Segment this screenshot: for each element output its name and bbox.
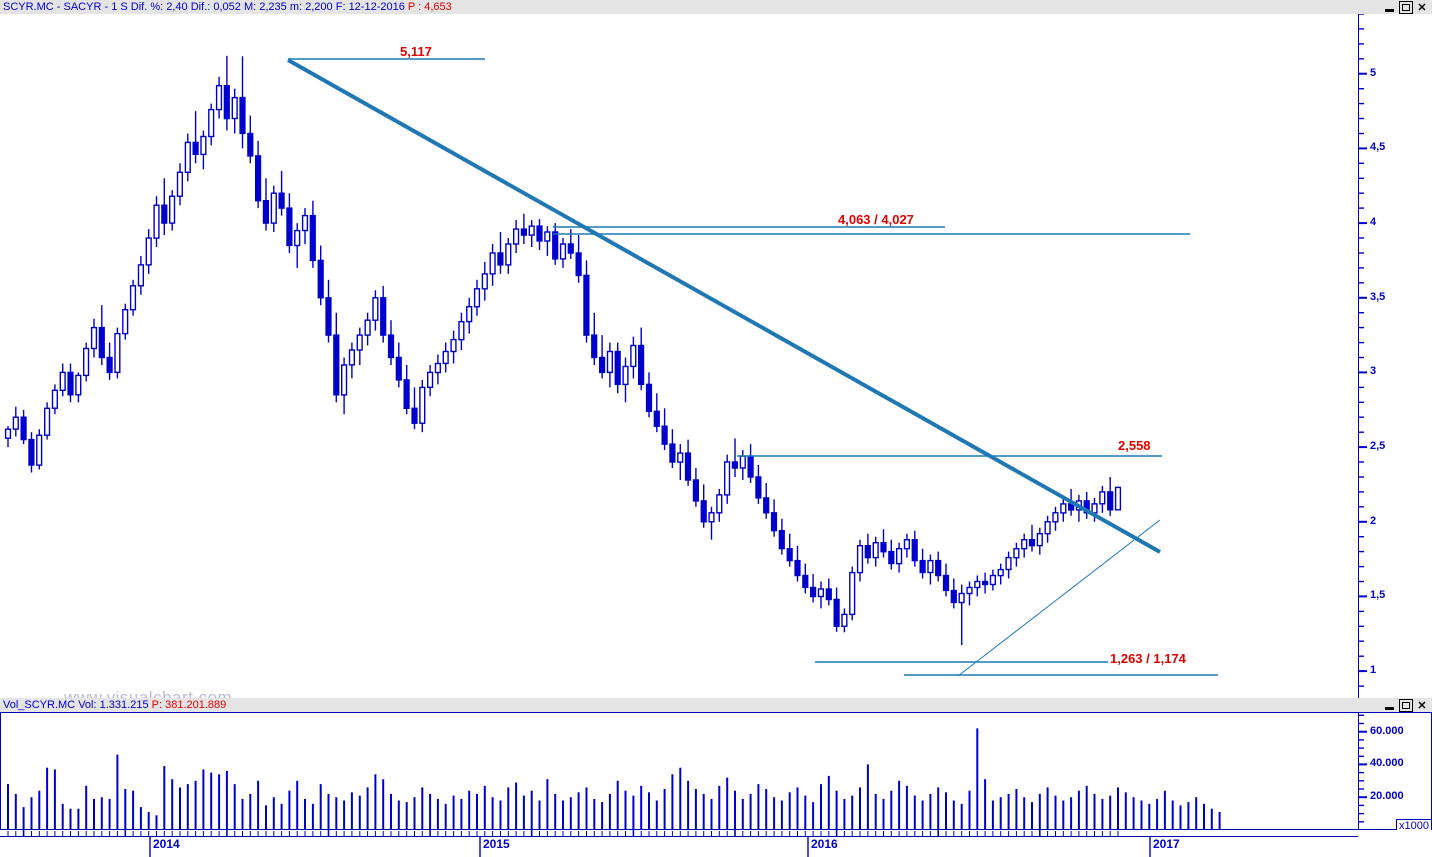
primary-downtrend — [287, 58, 1161, 554]
price-tick-label: 5 — [1370, 66, 1377, 79]
volume-tick-label: 40.000 — [1370, 757, 1404, 770]
dif-value: 0,052 — [213, 0, 241, 13]
price-tick-label: 2 — [1370, 514, 1377, 527]
minimize-icon[interactable] — [1384, 2, 1396, 13]
resistance-2558: 2,558 — [1118, 438, 1151, 453]
pct-value: 2,40 — [166, 0, 188, 13]
ascending-support — [957, 519, 1161, 677]
volume-axis-ticks — [1358, 712, 1367, 830]
price-axis-scale[interactable]: 5 4,5 4 3,5 3 2,5 2 1,5 1 — [1358, 14, 1432, 698]
volume-multiplier-badge: x1000 — [1396, 819, 1432, 833]
volume-p-value: 381.201.889 — [165, 698, 227, 711]
support-1263: 1,263 / 1,174 — [1110, 651, 1186, 666]
min-value: 2,200 — [305, 0, 333, 13]
resistance-4063: 4,063 / 4,027 — [838, 212, 914, 227]
price-panel-titlebar: SCYR.MC - SACYR - 1 S Dif. %: 2,40 Dif.:… — [0, 0, 1432, 15]
price-tick-label: 4 — [1370, 216, 1377, 229]
volume-tick-label: 20.000 — [1370, 790, 1404, 803]
maximize-icon[interactable] — [1399, 1, 1413, 14]
close-icon[interactable]: ✕ — [1417, 1, 1427, 14]
volume-label: Vol: — [78, 698, 97, 711]
volume-tick-label: 60.000 — [1370, 724, 1404, 737]
volume-axis-scale[interactable]: 60.000 40.000 20.000 — [1358, 712, 1432, 830]
volume-chart-panel: 60.000 40.000 20.000 — [0, 712, 1432, 830]
price-tick-label: 3,5 — [1370, 290, 1386, 303]
max-value: 2,235 — [259, 0, 287, 13]
price-panel-title-text: SCYR.MC - SACYR - 1 S Dif. %: 2,40 Dif.:… — [0, 0, 452, 13]
price-tick-label: 3 — [1370, 365, 1377, 378]
candlestick-series — [4, 55, 1218, 677]
price-window-controls: ✕ — [1384, 1, 1428, 14]
volume-window-controls: ✕ — [1384, 699, 1428, 712]
min-label: m: — [289, 0, 303, 13]
symbol-label: SCYR.MC - SACYR - — [3, 0, 109, 13]
dif-label: Dif.: — [190, 0, 211, 13]
volume-p-label: P: — [151, 698, 163, 711]
volume-minimize-icon[interactable] — [1384, 700, 1396, 711]
price-tick-label: 1 — [1370, 664, 1377, 677]
close-price-value: 4,653 — [424, 0, 452, 13]
volume-value: 1.331.215 — [99, 698, 149, 711]
volume-plot-area[interactable] — [0, 712, 1358, 830]
date-label: F: — [335, 0, 346, 13]
price-axis-ticks — [1358, 14, 1367, 698]
time-axis-ticks — [0, 830, 1358, 857]
price-tick-label: 1,5 — [1370, 589, 1386, 602]
volume-symbol-label: Vol_SCYR.MC — [3, 698, 76, 711]
time-axis[interactable]: 2014 2015 2016 2017 — [0, 830, 1432, 857]
volume-maximize-icon[interactable] — [1399, 699, 1413, 712]
price-tick-label: 4,5 — [1370, 141, 1386, 154]
timeframe-label: 1 S — [111, 0, 128, 13]
price-tick-label: 2,5 — [1370, 440, 1386, 453]
year-tick-label: 2017 — [1153, 837, 1180, 851]
pct-label: Dif. %: — [130, 0, 164, 13]
volume-panel-title-text: Vol_SCYR.MC Vol: 1.331.215 P: 381.201.88… — [0, 698, 227, 711]
volume-panel-titlebar: Vol_SCYR.MC Vol: 1.331.215 P: 381.201.88… — [0, 698, 1432, 713]
close-price-label: P : — [407, 0, 422, 13]
resistance-5117: 5,117 — [400, 44, 432, 59]
date-value: 12-12-2016 — [348, 0, 405, 13]
year-tick-label: 2016 — [811, 837, 838, 851]
volume-close-icon[interactable]: ✕ — [1417, 699, 1427, 712]
year-tick-label: 2014 — [153, 837, 180, 851]
year-tick-label: 2015 — [483, 837, 510, 851]
max-label: M: — [243, 0, 257, 13]
volume-bar-series — [7, 728, 1221, 830]
